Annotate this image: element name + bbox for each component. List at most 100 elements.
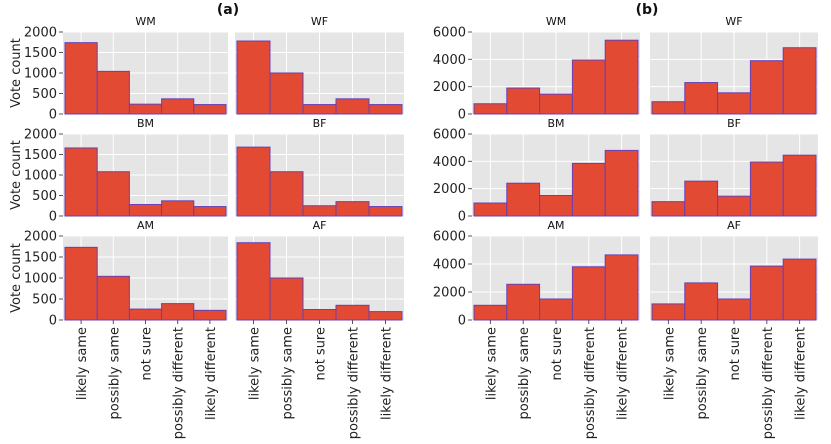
ytick-label-g1-am-2: 4000	[433, 258, 466, 273]
ytick-label-g1-am-3: 6000	[433, 230, 466, 245]
xtick-label-g0-af-3: possibly different	[347, 327, 362, 439]
bar-g1-bm-3	[571, 162, 606, 217]
bar-g1-bf-3	[749, 161, 784, 217]
bar-g0-am-1	[96, 275, 130, 321]
bar-g1-wm-4	[604, 39, 639, 115]
xtick-label-g1-am-2: not sure	[550, 327, 565, 381]
bar-g1-am-3	[571, 266, 606, 321]
y-axis-label-g0-am: Vote count	[9, 243, 24, 313]
bar-g0-wf-4	[368, 104, 403, 115]
bar-g0-wm-2	[128, 103, 163, 115]
bar-g0-wm-4	[193, 104, 227, 115]
ytick-label-g0-bm-4: 2000	[24, 128, 57, 143]
xtick-label-g0-af-4: likely different	[380, 327, 395, 420]
bar-g0-af-3	[335, 304, 370, 321]
xtick-label-g0-af-2: not sure	[314, 327, 329, 381]
bar-g0-am-2	[128, 308, 163, 321]
ytick-label-g0-bm-0: 0	[49, 210, 57, 225]
xtick-label-g1-af-0: likely same	[662, 327, 677, 400]
bar-g1-wf-4	[782, 47, 817, 115]
bar-g0-bm-4	[193, 206, 227, 217]
bar-g0-bm-0	[64, 147, 98, 217]
xtick-label-g0-am-0: likely same	[75, 327, 90, 400]
ytick-label-g1-bm-2: 4000	[433, 155, 466, 170]
xtick-label-g0-af-0: likely same	[248, 327, 263, 400]
ytick-label-g0-am-0: 0	[49, 314, 57, 329]
subplot-title-g1-wm: WM	[546, 15, 566, 28]
subplot-title-g1-am: AM	[547, 219, 564, 232]
bar-g0-bf-1	[269, 171, 304, 217]
subplot-title-g0-wm: WM	[135, 15, 155, 28]
y-axis-label-g0-bm: Vote count	[9, 140, 24, 210]
subplot-title-g0-bf: BF	[313, 117, 327, 130]
bar-g0-bm-3	[161, 200, 195, 217]
bar-g1-wm-1	[506, 87, 541, 115]
ytick-label-g1-wm-2: 4000	[433, 53, 466, 68]
subplot-title-g0-wf: WF	[311, 15, 328, 28]
subplot-title-g0-af: AF	[313, 219, 327, 232]
bar-g1-bf-1	[684, 180, 719, 217]
xtick-label-g1-af-3: possibly different	[761, 327, 776, 439]
ytick-label-g0-am-3: 1500	[24, 251, 57, 266]
ytick-label-g0-wm-2: 1000	[24, 67, 57, 82]
bar-g1-am-1	[506, 283, 541, 321]
bar-g0-wf-0	[236, 40, 271, 115]
bar-g1-bf-2	[717, 195, 751, 217]
xtick-label-g0-am-4: likely different	[204, 327, 219, 420]
ytick-label-g0-bm-3: 1500	[24, 148, 57, 163]
bar-g1-bf-4	[782, 154, 817, 217]
bar-g0-bf-2	[302, 205, 337, 217]
bar-g0-bm-2	[128, 204, 163, 217]
subplot-title-g1-wf: WF	[725, 15, 742, 28]
ytick-label-g0-am-2: 1000	[24, 272, 57, 287]
bar-g0-wm-3	[161, 98, 195, 115]
ytick-label-g1-bm-0: 0	[458, 210, 466, 225]
bar-g1-am-0	[473, 304, 508, 321]
bar-g1-wf-1	[684, 82, 719, 115]
bar-g0-am-0	[64, 246, 98, 321]
bar-g1-bm-2	[539, 195, 573, 217]
bar-g1-af-0	[651, 303, 686, 321]
bar-g0-wm-0	[64, 42, 98, 115]
ytick-label-g1-bm-3: 6000	[433, 128, 466, 143]
bar-g1-bm-4	[604, 149, 639, 217]
bar-g0-af-0	[236, 242, 271, 321]
bar-g1-wf-0	[651, 101, 686, 115]
ytick-label-g1-bm-1: 2000	[433, 182, 466, 197]
group-title-1: (b)	[636, 2, 659, 18]
xtick-label-g0-am-3: possibly different	[172, 327, 187, 439]
ytick-label-g0-am-1: 500	[32, 293, 57, 308]
bar-g1-af-3	[749, 265, 784, 321]
bar-g1-wf-2	[717, 92, 751, 115]
bar-g0-af-4	[368, 311, 403, 321]
xtick-label-g1-af-4: likely different	[794, 327, 809, 420]
xtick-label-g1-am-3: possibly different	[583, 327, 598, 439]
ytick-label-g1-wm-0: 0	[458, 108, 466, 123]
xtick-label-g1-af-2: not sure	[728, 327, 743, 381]
bar-g1-wm-2	[539, 93, 573, 115]
bar-g0-wf-3	[335, 98, 370, 115]
ytick-label-g0-wm-4: 2000	[24, 26, 57, 41]
bar-g0-am-4	[193, 309, 227, 321]
bar-g0-wf-1	[269, 72, 304, 115]
y-axis-label-g0-wm: Vote count	[9, 38, 24, 108]
xtick-label-g1-am-0: likely same	[484, 327, 499, 400]
ytick-label-g1-wm-1: 2000	[433, 80, 466, 95]
bar-g0-bm-1	[96, 171, 130, 217]
ytick-label-g1-am-1: 2000	[433, 286, 466, 301]
bar-g1-wm-3	[571, 59, 606, 115]
bar-g1-af-2	[717, 298, 751, 321]
bar-g1-am-2	[539, 298, 573, 321]
ytick-label-g1-am-0: 0	[458, 314, 466, 329]
subplot-title-g0-am: AM	[137, 219, 154, 232]
xtick-label-g0-am-1: possibly same	[107, 327, 122, 419]
ytick-label-g0-wm-1: 500	[32, 87, 57, 102]
subplot-title-g0-bm: BM	[137, 117, 154, 130]
bar-g1-bm-0	[473, 202, 508, 217]
xtick-label-g1-af-1: possibly same	[695, 327, 710, 419]
bar-g1-wm-0	[473, 103, 508, 115]
ytick-label-g0-bm-1: 500	[32, 189, 57, 204]
subplot-title-g1-bf: BF	[727, 117, 741, 130]
bar-g0-bf-0	[236, 146, 271, 217]
